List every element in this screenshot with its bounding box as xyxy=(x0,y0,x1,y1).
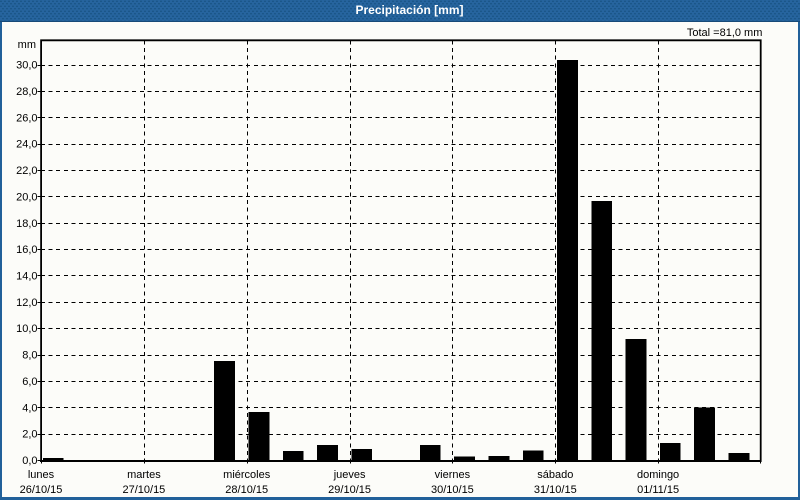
svg-text:26/10/15: 26/10/15 xyxy=(20,484,63,496)
svg-text:12,0: 12,0 xyxy=(16,297,37,309)
svg-text:miércoles: miércoles xyxy=(223,469,271,481)
svg-text:domingo: domingo xyxy=(637,469,679,481)
svg-text:18,0: 18,0 xyxy=(16,218,37,230)
svg-text:4,0: 4,0 xyxy=(22,402,37,414)
svg-text:8,0: 8,0 xyxy=(22,350,37,362)
svg-text:sábado: sábado xyxy=(537,469,573,481)
svg-text:14,0: 14,0 xyxy=(16,271,37,283)
svg-text:0,0: 0,0 xyxy=(22,455,37,467)
svg-text:01/11/15: 01/11/15 xyxy=(637,484,679,496)
svg-text:20,0: 20,0 xyxy=(16,191,37,203)
svg-text:29/10/15: 29/10/15 xyxy=(328,484,371,496)
svg-text:Total =81,0 mm: Total =81,0 mm xyxy=(687,27,763,39)
svg-text:mm: mm xyxy=(18,39,36,51)
svg-text:10,0: 10,0 xyxy=(16,323,37,335)
svg-text:6,0: 6,0 xyxy=(22,376,37,388)
svg-text:30/10/15: 30/10/15 xyxy=(431,484,474,496)
svg-text:30,0: 30,0 xyxy=(16,60,37,72)
svg-text:22,0: 22,0 xyxy=(16,165,37,177)
svg-text:martes: martes xyxy=(127,469,161,481)
svg-text:27/10/15: 27/10/15 xyxy=(122,484,165,496)
svg-text:2,0: 2,0 xyxy=(22,429,37,441)
svg-text:26,0: 26,0 xyxy=(16,112,37,124)
svg-text:viernes: viernes xyxy=(435,469,471,481)
svg-text:28,0: 28,0 xyxy=(16,86,37,98)
svg-text:jueves: jueves xyxy=(333,469,366,481)
svg-text:16,0: 16,0 xyxy=(16,244,37,256)
svg-text:28/10/15: 28/10/15 xyxy=(225,484,268,496)
svg-text:31/10/15: 31/10/15 xyxy=(534,484,577,496)
svg-text:lunes: lunes xyxy=(28,469,55,481)
svg-text:24,0: 24,0 xyxy=(16,139,37,151)
